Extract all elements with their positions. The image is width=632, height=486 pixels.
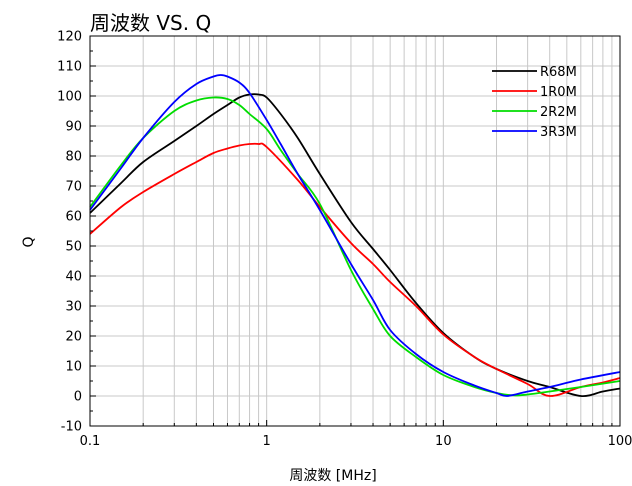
y-tick-label: 60 xyxy=(65,210,82,225)
y-tick-label: 0 xyxy=(74,390,82,405)
y-tick-label: 40 xyxy=(65,270,82,285)
x-tick-label: 0.1 xyxy=(80,434,101,449)
series-line-3r3m xyxy=(89,74,621,397)
y-tick-label: 120 xyxy=(57,30,82,45)
legend-label-3r3m: 3R3M xyxy=(540,125,577,140)
series-line-r68m xyxy=(89,93,621,397)
legend: R68M 1R0M 2R2M 3R3M xyxy=(492,65,577,140)
x-tick-label: 1 xyxy=(263,434,271,449)
y-tick-label: 20 xyxy=(65,330,82,345)
legend-label-1r0m: 1R0M xyxy=(540,85,577,100)
x-axis-title: 周波数 [MHz] xyxy=(289,468,376,484)
chart-title: 周波数 VS. Q xyxy=(90,11,211,35)
legend-label-2r2m: 2R2M xyxy=(540,105,577,120)
x-tick-label: 10 xyxy=(435,434,452,449)
y-tick-label: 110 xyxy=(57,60,82,75)
y-tick-label: 90 xyxy=(65,120,82,135)
series-line-1r0m xyxy=(89,142,621,397)
x-tick-label: 100 xyxy=(608,434,632,449)
y-tick-label: -10 xyxy=(61,420,82,435)
y-tick-label: 80 xyxy=(65,150,82,165)
grid xyxy=(90,36,620,426)
y-tick-label: 70 xyxy=(65,180,82,195)
y-tick-label: 30 xyxy=(65,300,82,315)
series-lines xyxy=(89,74,621,397)
y-axis-title: Q xyxy=(21,236,37,247)
y-tick-label: 10 xyxy=(65,360,82,375)
y-tick-label: 100 xyxy=(57,90,82,105)
legend-label-r68m: R68M xyxy=(540,65,577,80)
y-tick-label: 50 xyxy=(65,240,82,255)
